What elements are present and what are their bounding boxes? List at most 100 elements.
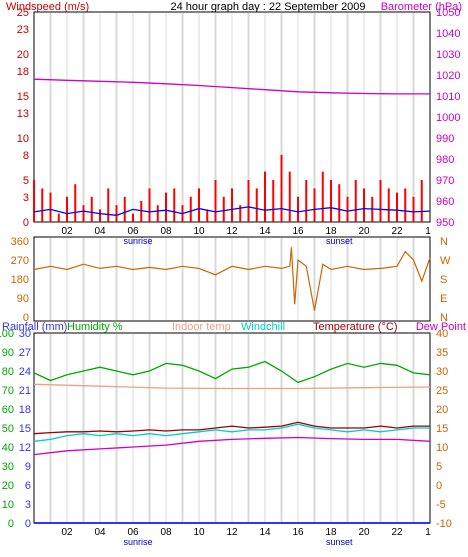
temperature-tick-label: -10: [436, 518, 452, 530]
temperature-tick-label: 0: [436, 480, 442, 492]
temp-sunrise-label: sunrise: [123, 537, 152, 547]
wind-tick-label: 10: [17, 133, 29, 145]
wind-x-tick-label: 18: [325, 226, 337, 237]
humidity-tick-label: 100: [0, 328, 14, 340]
humidity-tick-label: 90: [2, 347, 14, 359]
humidity-line: [33, 360, 431, 384]
humidity-tick-label: 30: [2, 461, 14, 473]
wind-tick-label: 23: [17, 24, 29, 36]
wind-speed-line: [33, 206, 431, 216]
barometer-tick-label: 980: [436, 154, 454, 166]
wind-tick-label: 15: [17, 91, 29, 103]
barometer-line: [33, 78, 430, 95]
temperature-tick-label: -5: [436, 499, 446, 511]
temperature-tick-label: 15: [436, 423, 448, 435]
temperature-tick-label: 5: [436, 461, 442, 473]
wind-x-tick-label: 22: [391, 226, 403, 237]
windspeed-axis-label: Windspeed (m/s): [6, 1, 89, 13]
temp-x-tick-label: 04: [94, 527, 106, 538]
humidity-tick-label: 10: [2, 499, 14, 511]
humidity-tick-label: 40: [2, 442, 14, 454]
temperature-tick-label: 10: [436, 442, 448, 454]
wind-x-tick-label: 16: [292, 226, 304, 237]
temp-x-tick-label: 02: [61, 527, 73, 538]
rainfall-tick-label: 3: [25, 499, 31, 511]
temp-x-tick-label: 16: [292, 527, 304, 538]
temperature-c-line: [33, 421, 430, 435]
barometer-tick-label: 960: [436, 196, 454, 208]
legend-humidity: Humidity %: [67, 321, 123, 333]
wind-tick-label: 18: [17, 66, 29, 78]
direction-panel-frame: [33, 236, 431, 322]
legend-windchill: Windchill: [241, 321, 285, 333]
direction-tick-label: 0: [23, 312, 29, 324]
barometer-tick-label: 1020: [436, 70, 460, 82]
barometer-tick-label: 1040: [436, 28, 460, 40]
compass-tick-label: N: [440, 236, 448, 248]
tick-layer: 0358101315182023259509609709809901000101…: [0, 7, 460, 547]
barometer-tick-label: 1010: [436, 91, 460, 103]
barometer-tick-label: 1000: [436, 112, 460, 124]
rainfall-tick-label: 12: [19, 442, 31, 454]
barometer-tick-label: 970: [436, 175, 454, 187]
humidity-tick-label: 20: [2, 480, 14, 492]
temperature-tick-label: 30: [436, 366, 448, 378]
barometer-axis-label: Barometer (hPa): [381, 1, 462, 13]
temp-sunset-label: sunset: [326, 537, 353, 547]
legend-rainfall: Rainfall (mm): [2, 321, 67, 333]
direction-tick-label: 180: [11, 274, 29, 286]
direction-tick-label: 270: [11, 255, 29, 267]
rainfall-tick-label: 15: [19, 423, 31, 435]
humidity-tick-label: 60: [2, 404, 14, 416]
barometer-tick-label: 950: [436, 217, 454, 229]
barometer-tick-label: 1050: [436, 7, 460, 19]
compass-tick-label: S: [440, 274, 447, 286]
temperature-tick-label: 20: [436, 404, 448, 416]
rainfall-tick-label: 9: [25, 461, 31, 473]
wind-x-tick-label: 08: [160, 226, 172, 237]
temp-x-tick-label: 12: [226, 527, 238, 538]
rainfall-tick-label: 6: [25, 480, 31, 492]
humidity-tick-label: 50: [2, 423, 14, 435]
chart-title: 24 hour graph day : 22 September 2009: [170, 1, 365, 13]
rainfall-tick-label: 30: [19, 328, 31, 340]
rainfall-tick-label: 18: [19, 404, 31, 416]
wind-sunset-label: sunset: [326, 236, 353, 246]
temp-x-tick-label: 14: [259, 527, 271, 538]
wind-tick-label: 8: [23, 150, 29, 162]
legend-temperature: Temperature (°C): [313, 321, 397, 333]
windchill-line: [33, 423, 430, 442]
wind-x-tick-label: 20: [358, 226, 370, 237]
wind-direction-line: [33, 247, 431, 311]
wind-x-tick-label: 06: [127, 226, 139, 237]
wind-tick-label: 25: [17, 7, 29, 19]
wind-x-tick-label: 12: [226, 226, 238, 237]
temperature-tick-label: 35: [436, 347, 448, 359]
dew-point-line: [33, 436, 431, 456]
wind-tick-label: 13: [17, 108, 29, 120]
humidity-tick-label: 0: [8, 518, 14, 530]
series-layer: [33, 78, 431, 524]
wind-tick-label: 5: [23, 175, 29, 187]
compass-tick-label: N: [440, 312, 448, 324]
temp-x-tick-label: 18: [325, 527, 337, 538]
humidity-tick-label: 80: [2, 366, 14, 378]
temp-x-tick-label: 08: [160, 527, 172, 538]
temperature-tick-label: 40: [436, 328, 448, 340]
temperature-tick-label: 25: [436, 385, 448, 397]
compass-tick-label: W: [440, 255, 451, 267]
wind-tick-label: 0: [23, 217, 29, 229]
wind-sunrise-label: sunrise: [123, 236, 152, 246]
temp-x-tick-label: 10: [193, 527, 205, 538]
rainfall-tick-label: 0: [25, 518, 31, 530]
wind-x-tick-label: 14: [259, 226, 271, 237]
grid-layer: [49, 13, 415, 522]
rainfall-tick-label: 21: [19, 385, 31, 397]
rainfall-tick-label: 24: [19, 366, 31, 378]
legend-dew-point: Dew Point: [416, 321, 466, 333]
wind-x-tick-label: 02: [61, 226, 73, 237]
temp-x-tick-label-last: 1: [425, 527, 431, 538]
direction-tick-label: 90: [17, 293, 29, 305]
wind-x-tick-label: 10: [193, 226, 205, 237]
